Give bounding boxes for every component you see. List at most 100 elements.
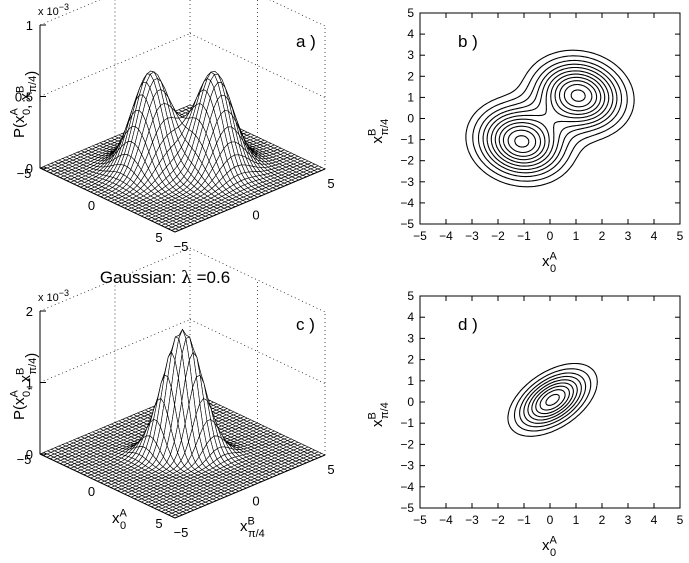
contour-line-7 [482,63,618,174]
y-tick-label: −5 [174,525,189,540]
x-tick-label: 4 [651,513,658,527]
contour-line-3 [531,382,574,418]
contour-line-0 [514,89,586,148]
z-exponent-label: x 10−3 [38,288,69,304]
x-axis [39,453,176,519]
panel-label: d ) [458,315,478,334]
contour-line-10 [465,49,635,188]
y-axis-label: xBπ/4 [366,402,391,427]
contour-line-3 [498,76,602,161]
y-axis-label: xBπ/4 [366,119,391,144]
contour-line-4 [527,379,578,421]
contour-line-8 [477,59,623,178]
panel-label: a ) [296,32,316,51]
y-tick-label: 5 [327,176,334,191]
grid-line [269,0,326,27]
x-tick-label: 5 [155,516,162,531]
contour-line-0 [545,393,560,406]
y-tick-label: −3 [400,459,414,473]
y-tick-label: 3 [407,48,414,62]
y-tick-label: −5 [400,501,414,515]
y-axis [174,454,326,519]
x-tick-label: −1 [517,513,531,527]
grid-line [189,247,326,313]
surface-mesh [39,328,326,519]
z-axis-label: P(xA0, xBπ/4) [8,71,40,138]
x-tick-label: −5 [413,229,427,243]
contour-line-5 [490,70,610,167]
x-tick-label: 3 [625,229,632,243]
y-tick-label: −5 [400,217,414,231]
grid-line [39,33,191,97]
contour-line-7 [513,368,592,432]
x-tick-label: 2 [599,513,606,527]
contour-plot-b: −5−5 −4 −4 −3 −3 −2 −2 −1 −1 0 0 1 1 2 2 3 3 4 4 5 5 b ) xA 0 xB… [366,6,683,275]
contour-line-8 [507,362,598,437]
y-tick-label: −4 [400,196,414,210]
z-tick-label: 2 [26,304,33,319]
contour-line-5 [523,375,582,424]
x-tick-label: 2 [599,229,606,243]
y-axis [174,168,326,233]
x-tick-label: −1 [517,229,531,243]
x-tick-label: −4 [439,513,453,527]
z-tick-label: 1 [26,18,33,33]
x-tick-label: −3 [465,513,479,527]
x-tick-label: 0 [88,484,95,499]
y-tick-label: −2 [400,154,414,168]
y-tick-label: −4 [400,480,414,494]
y-tick-label: 2 [407,353,414,367]
y-tick-label: 0 [252,208,259,223]
x-tick-label: −2 [491,229,505,243]
contour-line-1 [539,389,566,411]
y-tick-label: 1 [407,374,414,388]
z-exponent-label: x 10−3 [38,2,69,18]
x-tick-label: 5 [155,230,162,245]
x-tick-label: 1 [573,229,580,243]
gaussian-caption: Gaussian: λ =0.6 [100,268,230,288]
x-axis [39,167,176,233]
x-tick-label: −5 [413,513,427,527]
x-axis-label: xA 0 [112,507,128,532]
y-tick-label: 3 [407,331,414,345]
x-tick-label: 0 [547,513,554,527]
x-tick-label: 5 [677,513,684,527]
x-tick-label: 0 [88,198,95,213]
grid-line [189,33,326,98]
contour-line-2 [535,385,570,415]
x-axis-label: xA 0 [542,250,558,275]
contour-line-6 [519,372,587,428]
y-tick-label: 4 [407,27,414,41]
y-tick-label: −2 [400,437,414,451]
contour-line-6 [486,66,614,171]
z-tick-label: 0 [26,447,33,462]
contour-line-1 [507,83,593,154]
x-tick-label: −3 [465,229,479,243]
y-tick-label: 5 [327,462,334,477]
x-tick-label: −2 [491,513,505,527]
y-tick-label: 0 [252,494,259,509]
panel-label: c ) [296,315,315,334]
y-tick-label: 2 [407,69,414,83]
surface-mesh [39,70,326,233]
panel-label: b ) [458,32,478,51]
y-tick-label: 0 [407,395,414,409]
z-tick-label: 1 [26,376,33,391]
z-tick-label: 0 [26,161,33,176]
y-tick-label: 5 [407,6,414,20]
z-axis-label: P(xA0, xBπ/4) [8,353,40,420]
contour-plot-d: −5−5 −4 −4 −3 −3 −2 −2 −1 −1 0 0 1 1 2 2 3 3 4 4 5 5 d ) xA 0 xB… [366,289,683,559]
x-tick-label: 3 [625,513,632,527]
y-tick-label: 5 [407,289,414,303]
x-tick-label: 4 [651,229,658,243]
contour-line-4 [494,73,606,164]
x-tick-label: 0 [547,229,554,243]
x-tick-label: 5 [677,229,684,243]
y-tick-label: 4 [407,310,414,324]
x-axis-label: xA 0 [542,534,558,559]
y-tick-label: 0 [407,112,414,126]
y-tick-label: −3 [400,175,414,189]
